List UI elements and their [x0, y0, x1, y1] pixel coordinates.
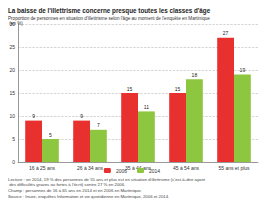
svg-text:55 ans et plus: 55 ans et plus	[218, 165, 250, 171]
svg-text:9: 9	[80, 113, 83, 119]
svg-text:45 à 54 ans: 45 à 54 ans	[173, 165, 200, 171]
svg-text:26 à 34 ans: 26 à 34 ans	[77, 165, 104, 171]
svg-text:16 à 25 ans: 16 à 25 ans	[29, 165, 56, 171]
svg-text:20: 20	[9, 67, 15, 73]
svg-text:Source : Insee, enquêtes Infor: Source : Insee, enquêtes Information et …	[8, 194, 169, 199]
svg-text:2006: 2006	[116, 168, 127, 174]
svg-text:19: 19	[240, 67, 246, 73]
svg-text:(en %): (en %)	[8, 21, 23, 26]
svg-text:5: 5	[49, 132, 52, 138]
svg-text:2014: 2014	[149, 168, 160, 174]
svg-text:Champ : personnes de 16 à 65 a: Champ : personnes de 16 à 65 ans en 2014…	[8, 188, 142, 193]
svg-text:10: 10	[9, 113, 15, 119]
svg-text:0: 0	[12, 159, 15, 165]
svg-text:15: 15	[9, 90, 15, 96]
svg-text:35 à 44 ans: 35 à 44 ans	[124, 164, 152, 171]
svg-text:7: 7	[97, 122, 100, 128]
svg-text:Lecture : en 2014, 19 % des pe: Lecture : en 2014, 19 % des personnes de…	[8, 177, 206, 182]
svg-text:18: 18	[192, 72, 198, 78]
svg-text:Proportion de personnes en sit: Proportion de personnes en situation d'i…	[8, 16, 210, 21]
svg-text:25: 25	[9, 44, 15, 50]
svg-text:15: 15	[175, 86, 181, 92]
svg-text:La baisse de l'illettrisme con: La baisse de l'illettrisme concerne pres…	[8, 7, 211, 15]
svg-text:5: 5	[12, 136, 15, 142]
svg-text:des difficultés graves ou fort: des difficultés graves ou fortes à l'écr…	[8, 183, 125, 188]
svg-text:15: 15	[127, 86, 133, 92]
svg-text:27: 27	[223, 30, 229, 36]
svg-text:9: 9	[32, 113, 35, 119]
svg-text:11: 11	[144, 104, 149, 110]
